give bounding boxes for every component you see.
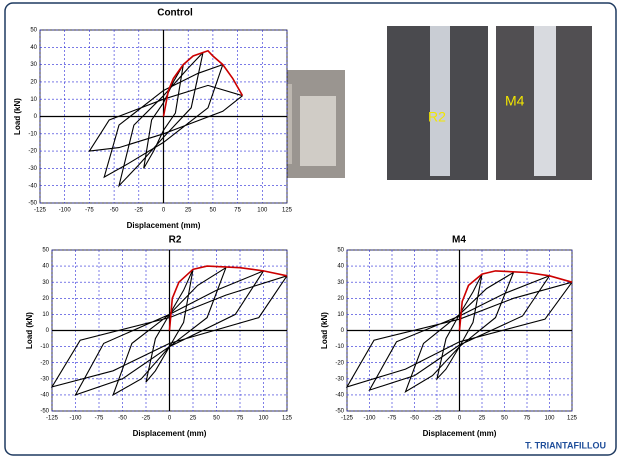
y-tick-label: 30 (337, 280, 344, 286)
load-curve (345, 272, 573, 393)
x-tick-label: -100 (363, 416, 376, 422)
x-tick-label: 75 (234, 208, 241, 214)
y-tick-label: -50 (28, 201, 37, 207)
x-tick-label: -50 (410, 416, 419, 422)
x-tick-label: 75 (524, 416, 531, 422)
x-tick-label: -100 (69, 416, 82, 422)
load-curve (50, 267, 288, 397)
y-tick-label: 0 (341, 328, 345, 334)
x-tick-label: 25 (190, 416, 197, 422)
x-tick-label: -125 (341, 416, 354, 422)
y-tick-label: -10 (28, 131, 37, 137)
load-curve (162, 49, 244, 117)
y-tick-label: -40 (40, 392, 49, 398)
y-tick-label: 0 (34, 114, 38, 120)
x-tick-label: -25 (134, 208, 143, 214)
x-tick-label: 50 (501, 416, 508, 422)
r2-column (430, 26, 450, 176)
footer: T. TRIANTAFILLOU (525, 440, 606, 450)
load-curve (168, 265, 288, 331)
x-tick-label: 125 (282, 416, 293, 422)
y-tick-label: -50 (40, 409, 49, 415)
y-tick-label: -40 (335, 392, 344, 398)
specimen-photo-detail (300, 96, 336, 166)
x-tick-label: 75 (237, 416, 244, 422)
y-tick-label: 40 (337, 264, 344, 270)
chart-title: Control (157, 8, 193, 19)
x-axis-label: Displacement (mm) (423, 429, 497, 438)
x-tick-label: 50 (213, 416, 220, 422)
y-tick-label: 50 (30, 28, 37, 34)
y-tick-label: 50 (42, 248, 49, 254)
x-tick-label: -75 (95, 416, 104, 422)
y-tick-label: -30 (40, 376, 49, 382)
y-tick-label: 40 (42, 264, 49, 270)
y-tick-label: -50 (335, 409, 344, 415)
y-tick-label: -10 (335, 344, 344, 350)
x-tick-label: 0 (168, 416, 172, 422)
x-tick-label: 25 (185, 208, 192, 214)
x-tick-label: -50 (110, 208, 119, 214)
chart-title: M4 (452, 235, 466, 246)
x-axis-label: Displacement (mm) (127, 221, 201, 230)
y-tick-label: -30 (28, 166, 37, 172)
x-tick-label: -100 (59, 208, 72, 214)
y-tick-label: 20 (337, 296, 344, 302)
y-axis-label: Load (kN) (25, 312, 34, 349)
y-tick-label: -20 (335, 360, 344, 366)
x-tick-label: -25 (142, 416, 151, 422)
y-tick-label: -40 (28, 183, 37, 189)
y-tick-label: 40 (30, 45, 37, 51)
y-tick-label: 20 (42, 296, 49, 302)
x-tick-label: 50 (210, 208, 217, 214)
chart-title: R2 (169, 235, 182, 246)
y-tick-label: 20 (30, 79, 37, 85)
x-tick-label: 125 (282, 208, 293, 214)
x-tick-label: -75 (85, 208, 94, 214)
x-tick-label: -125 (46, 416, 59, 422)
x-tick-label: 0 (162, 208, 166, 214)
y-tick-label: 10 (337, 312, 344, 318)
y-tick-label: -20 (40, 360, 49, 366)
load-curve (88, 52, 243, 188)
x-tick-label: 100 (544, 416, 555, 422)
y-tick-label: 30 (42, 280, 49, 286)
y-tick-label: -30 (335, 376, 344, 382)
y-tick-label: 0 (46, 328, 50, 334)
x-tick-label: -50 (118, 416, 127, 422)
photo-label: R2 (428, 109, 446, 125)
m4-column (534, 26, 556, 176)
x-tick-label: 25 (479, 416, 486, 422)
x-axis-label: Displacement (mm) (133, 429, 207, 438)
x-tick-label: 0 (458, 416, 462, 422)
y-tick-label: -10 (40, 344, 49, 350)
y-tick-label: -20 (28, 149, 37, 155)
x-tick-label: -25 (433, 416, 442, 422)
x-tick-label: 100 (257, 208, 268, 214)
y-tick-label: 30 (30, 62, 37, 68)
x-tick-label: 100 (258, 416, 269, 422)
x-tick-label: -125 (34, 208, 47, 214)
y-axis-label: Load (kN) (13, 98, 22, 135)
y-tick-label: 10 (30, 97, 37, 103)
y-tick-label: 50 (337, 248, 344, 254)
y-tick-label: 10 (42, 312, 49, 318)
y-axis-label: Load (kN) (320, 312, 329, 349)
load-curve (458, 270, 573, 331)
x-tick-label: -75 (388, 416, 397, 422)
x-tick-label: 125 (567, 416, 578, 422)
photo-label: M4 (505, 93, 525, 109)
